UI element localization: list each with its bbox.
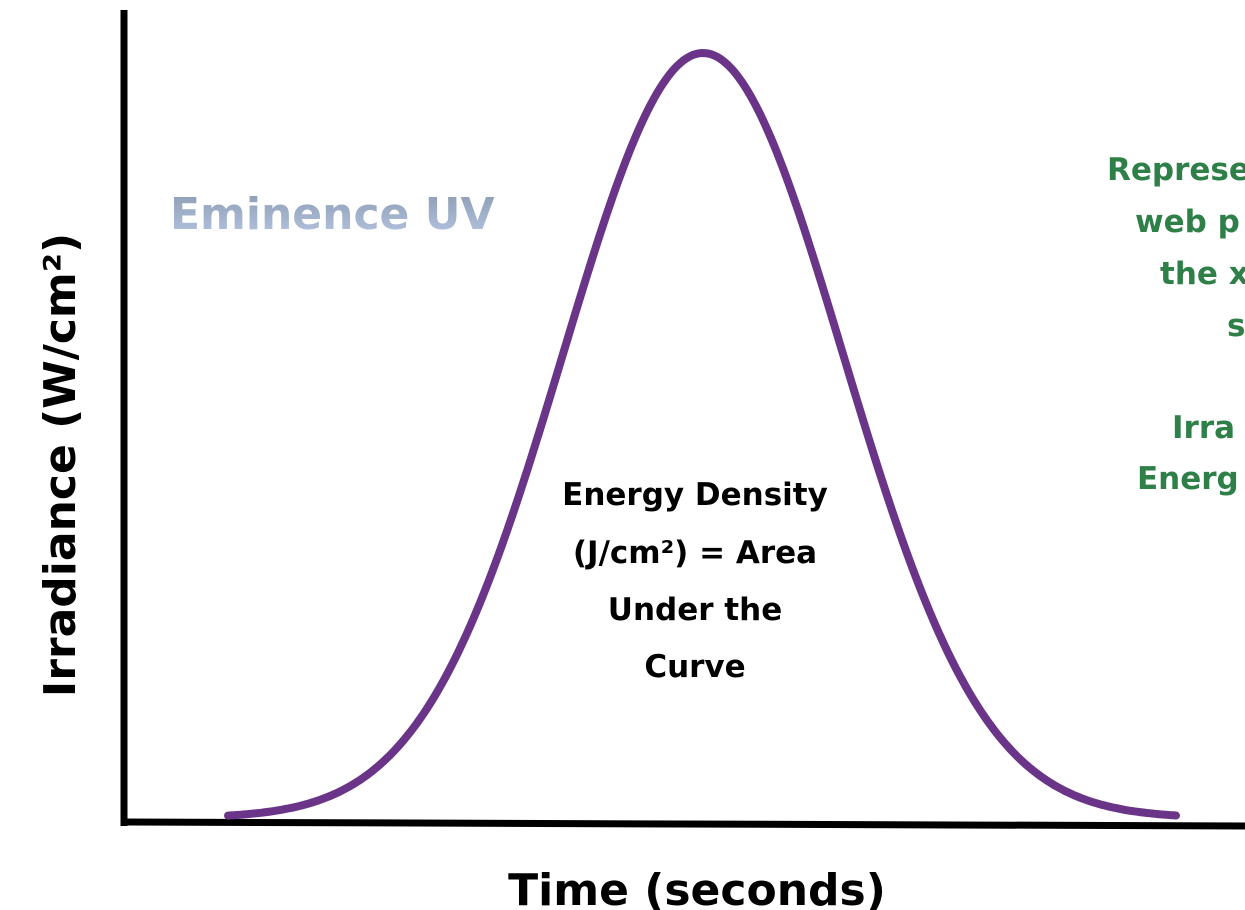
curve-label: (J/cm²) = Area xyxy=(573,535,817,571)
y-axis-label: Irradiance (W/cm²) xyxy=(35,233,86,697)
side-note: Energ xyxy=(1137,461,1239,497)
curve xyxy=(224,48,1180,820)
curve-label: Energy Density xyxy=(562,477,828,513)
side-note: the x xyxy=(1160,256,1245,292)
x-axis-label: Time (seconds) xyxy=(508,865,886,910)
side-note: Irra xyxy=(1172,410,1235,446)
brand: Eminence UV xyxy=(170,189,495,240)
side-note: s xyxy=(1227,308,1245,344)
curve-label: Under the xyxy=(608,592,782,628)
curve-label: Curve xyxy=(644,649,745,685)
x-axis xyxy=(120,818,1245,830)
side-note: Represe xyxy=(1107,152,1245,188)
side-note: web p xyxy=(1135,204,1240,240)
